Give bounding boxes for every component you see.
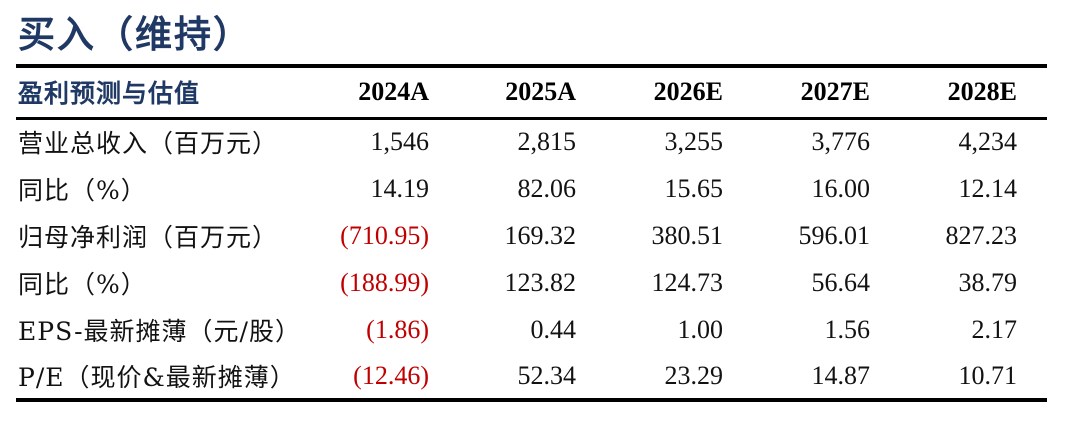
- row-label: 同比（%）: [18, 175, 147, 205]
- cell-value: 38.79: [958, 267, 1018, 297]
- table-row-pe: P/E（现价&最新摊薄） (12.46) 52.34 23.29 14.87 1…: [16, 353, 1047, 400]
- cell-value-negative: (710.95): [340, 220, 429, 250]
- column-header-2028e: 2028E: [947, 77, 1017, 107]
- table-title: 盈利预测与估值: [18, 79, 201, 109]
- table-row-net-profit-yoy: 同比（%） (188.99) 123.82 124.73 56.64 38.79: [16, 259, 1047, 306]
- cell-value: 123.82: [504, 267, 577, 297]
- cell-value: 82.06: [517, 173, 577, 203]
- row-label: 同比（%）: [18, 269, 147, 299]
- table-row-revenue-yoy: 同比（%） 14.19 82.06 15.65 16.00 12.14: [16, 165, 1047, 212]
- column-header-2027e: 2027E: [800, 77, 870, 107]
- cell-value-negative: (1.86): [366, 314, 429, 344]
- cell-value: 23.29: [664, 360, 724, 390]
- table-header-row: 盈利预测与估值 2024A 2025A 2026E 2027E 2028E: [16, 66, 1047, 118]
- cell-value-negative: (188.99): [340, 267, 429, 297]
- cell-value: 4,234: [958, 127, 1018, 157]
- cell-value: 15.65: [664, 173, 724, 203]
- table-row-net-profit: 归母净利润（百万元） (710.95) 169.32 380.51 596.01…: [16, 212, 1047, 259]
- table-row-eps: EPS-最新摊薄（元/股） (1.86) 0.44 1.00 1.56 2.17: [16, 306, 1047, 353]
- cell-value: 1,546: [370, 127, 430, 157]
- cell-value: 596.01: [798, 220, 871, 250]
- cell-value: 827.23: [945, 220, 1018, 250]
- column-header-2026e: 2026E: [653, 77, 723, 107]
- forecast-valuation-table: 盈利预测与估值 2024A 2025A 2026E 2027E 2028E 营业…: [16, 64, 1047, 402]
- cell-value: 0.44: [530, 314, 577, 344]
- cell-value: 10.71: [958, 360, 1018, 390]
- column-header-2024a: 2024A: [358, 77, 429, 107]
- row-label: 营业总收入（百万元）: [18, 129, 279, 159]
- cell-value: 3,255: [664, 127, 724, 157]
- column-header-2025a: 2025A: [505, 77, 576, 107]
- cell-value: 14.87: [811, 360, 871, 390]
- rating-title: 买入（维持）: [18, 12, 252, 56]
- cell-value: 1.00: [677, 314, 724, 344]
- row-label: EPS-最新摊薄（元/股）: [18, 316, 301, 346]
- cell-value: 3,776: [811, 127, 871, 157]
- cell-value: 16.00: [811, 173, 871, 203]
- cell-value: 124.73: [651, 267, 724, 297]
- cell-value: 380.51: [651, 220, 724, 250]
- cell-value: 169.32: [504, 220, 577, 250]
- row-label: 归母净利润（百万元）: [18, 222, 279, 252]
- cell-value: 12.14: [958, 173, 1018, 203]
- cell-value-negative: (12.46): [353, 360, 429, 390]
- cell-value: 52.34: [517, 360, 577, 390]
- table-row-revenue: 营业总收入（百万元） 1,546 2,815 3,255 3,776 4,234: [16, 118, 1047, 165]
- cell-value: 14.19: [370, 173, 430, 203]
- row-label: P/E（现价&最新摊薄）: [18, 362, 296, 392]
- cell-value: 2,815: [517, 127, 577, 157]
- cell-value: 1.56: [824, 314, 871, 344]
- cell-value: 2.17: [971, 314, 1018, 344]
- cell-value: 56.64: [811, 267, 871, 297]
